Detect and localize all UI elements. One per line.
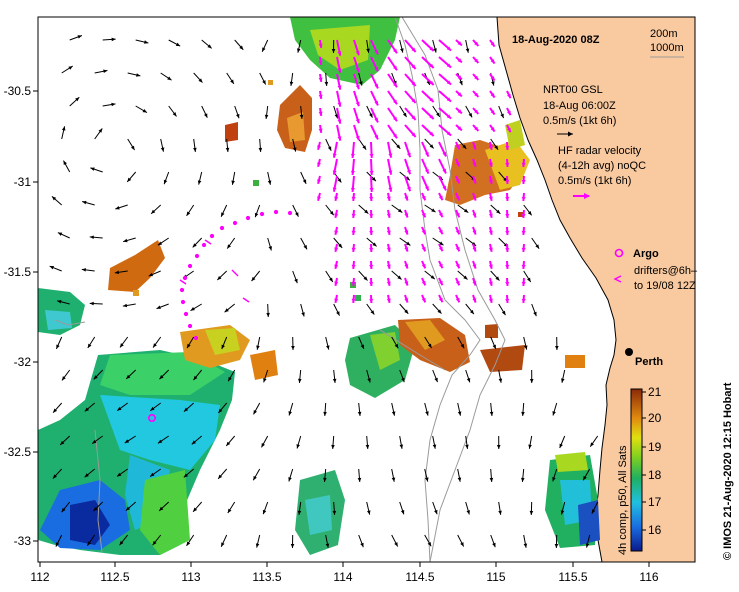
gsl-legend: NRT00 GSL 18-Aug 06:00Z 0.5m/s (1kt 6h) <box>543 84 616 137</box>
gsl-legend-line3: 0.5m/s (1kt 6h) <box>543 115 616 127</box>
isobath-legend-200m: 200m <box>650 28 678 40</box>
isobath-legend: 200m 1000m <box>650 28 684 58</box>
argo-float-marker <box>148 413 157 422</box>
colorbar-ticks: 21 20 19 18 17 16 <box>642 385 662 537</box>
colorbar-tick-label: 18 <box>648 468 662 482</box>
hf-legend-line2: (4-12h avg) noQC <box>558 160 646 172</box>
x-axis: 112 112.5 113 113.5 114 114.5 115 115.5 116 <box>30 562 659 584</box>
isobath-legend-1000m: 1000m <box>650 42 684 54</box>
hf-legend: HF radar velocity (4-12h avg) noQC 0.5m/… <box>558 145 646 199</box>
x-tick-label: 115 <box>486 570 505 584</box>
y-tick-label: -32 <box>14 355 32 369</box>
colorbar: 21 20 19 18 17 16 4h comp, p50, All Sats <box>617 385 662 555</box>
colorbar-tick-label: 19 <box>648 440 662 454</box>
plot-frame <box>37 16 696 563</box>
x-tick-label: 113.5 <box>252 570 281 584</box>
x-tick-label: 116 <box>639 570 658 584</box>
colorbar-tick-label: 21 <box>648 385 662 399</box>
hf-radar-arrows <box>317 39 526 304</box>
colorbar-tick-label: 16 <box>648 523 662 537</box>
gsl-legend-line2: 18-Aug 06:00Z <box>543 100 616 112</box>
drifters-legend: drifters@6h– to 19/08 12Z <box>613 265 698 292</box>
y-axis: -30.5 -31 -31.5 -32 -32.5 -33 <box>4 84 38 548</box>
gsl-legend-line1: NRT00 GSL <box>543 84 603 96</box>
gsl-velocity-arrows <box>49 35 599 549</box>
x-tick-label: 112.5 <box>100 570 129 584</box>
credit-text: © IMOS 21-Aug-2020 12:15 Hobart <box>722 382 734 560</box>
colorbar-tick-label: 17 <box>648 495 662 509</box>
sst-patches <box>38 17 600 555</box>
x-tick-label: 114 <box>333 570 352 584</box>
argo-legend: Argo <box>614 248 659 260</box>
x-tick-label: 112 <box>30 570 49 584</box>
y-tick-label: -33 <box>14 534 32 548</box>
y-tick-label: -30.5 <box>4 84 32 98</box>
colorbar-tick-label: 20 <box>648 411 662 425</box>
drifter-track <box>179 209 293 341</box>
map-title: 18-Aug-2020 08Z <box>512 34 600 46</box>
y-tick-label: -32.5 <box>4 445 32 459</box>
colorbar-label: 4h comp, p50, All Sats <box>617 445 629 555</box>
perth-marker <box>625 348 633 356</box>
x-tick-label: 115.5 <box>558 570 587 584</box>
drifters-legend-line1: drifters@6h– <box>634 265 698 277</box>
y-tick-label: -31 <box>14 175 32 189</box>
hf-legend-line3: 0.5m/s (1kt 6h) <box>558 175 631 187</box>
x-tick-label: 114.5 <box>405 570 434 584</box>
y-tick-label: -31.5 <box>4 265 32 279</box>
x-tick-label: 113 <box>181 570 200 584</box>
hf-legend-line1: HF radar velocity <box>558 145 642 157</box>
argo-legend-label: Argo <box>633 248 659 260</box>
perth-label: Perth <box>635 356 663 368</box>
drifters-legend-line2: to 19/08 12Z <box>634 280 696 292</box>
